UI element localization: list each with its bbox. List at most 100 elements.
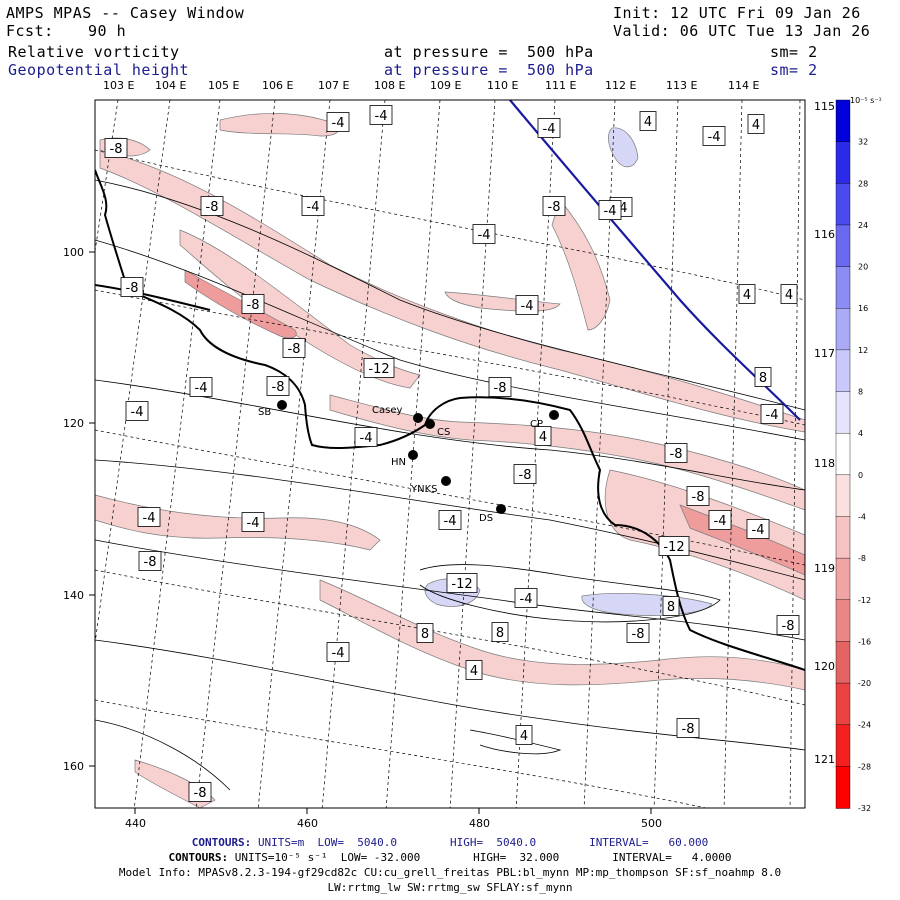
colorbar-swatch [835, 766, 851, 809]
contour-value-label: -4 [514, 588, 538, 608]
contour-value-label: -8 [266, 376, 290, 396]
svg-text:4: 4 [644, 115, 652, 130]
station-marker [413, 413, 423, 423]
svg-text:-8: -8 [670, 447, 683, 462]
colorbar-label: -20 [858, 679, 871, 688]
svg-text:8: 8 [759, 371, 767, 386]
contour-value-label: -4 [746, 519, 770, 539]
colorbar-label: -28 [858, 762, 871, 771]
svg-text:-4: -4 [143, 511, 156, 526]
station-label: CP [530, 419, 543, 430]
station-marker [549, 410, 559, 420]
vorticity-contour-values: UNITS=10⁻⁵ s⁻¹ LOW= -32.000 HIGH= 32.000… [234, 851, 732, 864]
svg-text:-8: -8 [494, 381, 507, 396]
contour-value-label: -4 [369, 105, 393, 125]
contour-value-label: 4 [738, 284, 756, 304]
svg-text:-8: -8 [126, 281, 139, 296]
svg-text:-4: -4 [360, 431, 373, 446]
contour-value-label: -8 [138, 551, 162, 571]
contour-value-label: 8 [416, 623, 434, 643]
contour-value-label: -4 [438, 510, 462, 530]
contour-value-label: -4 [125, 401, 149, 421]
lon-label: 103 E [103, 79, 134, 92]
field1-level: at pressure = 500 hPa [384, 43, 594, 61]
height-contour-label: CONTOURS: [191, 836, 252, 849]
contour-value-label: 4 [639, 111, 657, 131]
station-label: YNKS [410, 484, 438, 495]
svg-text:8: 8 [496, 626, 504, 641]
svg-text:-4: -4 [543, 122, 556, 137]
colorbar-label: -4 [858, 512, 866, 521]
contour-value-label: -4 [708, 510, 732, 530]
station-marker [425, 419, 435, 429]
contour-value-label: 4 [515, 725, 533, 745]
colorbar-swatch [835, 141, 851, 184]
colorbar-swatch [835, 557, 851, 601]
contour-value-label: -8 [200, 196, 224, 216]
svg-text:-4: -4 [332, 116, 345, 131]
y-tick-label: 100 [63, 246, 84, 259]
x-tick-label: 500 [641, 817, 662, 830]
field2-level: at pressure = 500 hPa [384, 61, 594, 79]
lon-label: 110 E [487, 79, 518, 92]
height-contour-info: CONTOURS: UNITS=m LOW= 5040.0 HIGH= 5040… [0, 836, 900, 849]
vorticity-contour-label: CONTOURS: [168, 851, 229, 864]
lon-label: 107 E [318, 79, 349, 92]
colorbar-label: 28 [858, 179, 868, 188]
lon-label: 106 E [262, 79, 293, 92]
coastline-inlet [95, 284, 211, 311]
contour-value-label: 4 [534, 426, 552, 446]
contour-value-label: -4 [515, 295, 539, 315]
svg-text:-8: -8 [288, 342, 301, 357]
contour-value-label: -8 [104, 138, 128, 158]
x-tick-label: 440 [125, 817, 146, 830]
contour-value-label: -4 [472, 224, 496, 244]
contour-value-label: -8 [676, 718, 700, 738]
station-label: CS [437, 427, 450, 438]
model-info-physics: LW:rrtmg_lw SW:rrtmg_sw SFLAY:sf_mynn [327, 881, 573, 894]
lon-label: 105 E [208, 79, 239, 92]
colorbar-label: 8 [858, 388, 863, 397]
contour-value-label: -4 [598, 200, 622, 220]
colorbar-label: 0 [858, 471, 863, 480]
svg-text:-4: -4 [520, 592, 533, 607]
svg-text:-4: -4 [195, 381, 208, 396]
svg-text:4: 4 [743, 288, 751, 303]
colorbar-label: -24 [858, 721, 871, 730]
contour-value-label: -12 [658, 536, 690, 556]
map-title: AMPS MPAS -- Casey Window [6, 4, 245, 22]
svg-text:-8: -8 [692, 490, 705, 505]
colorbar-swatch [835, 474, 851, 518]
svg-text:-4: -4 [444, 514, 457, 529]
contour-value-label: -8 [626, 623, 650, 643]
station-label: HN [391, 457, 406, 468]
station-label: SB [258, 407, 271, 418]
svg-text:4: 4 [539, 430, 547, 445]
contour-value-label: -8 [241, 294, 265, 314]
svg-text:-4: -4 [766, 408, 779, 423]
svg-text:4: 4 [752, 118, 760, 133]
vorticity-contours [95, 179, 805, 791]
svg-text:-4: -4 [604, 204, 617, 219]
contour-value-label: -4 [241, 512, 265, 532]
colorbar-label: 4 [858, 429, 863, 438]
contour-value-label: -8 [664, 443, 688, 463]
contour-label-layer: -8 -4 -4 4 -4 -4 4 -8 -8 -4 -4 -4 4 -4 -8 -8 4 8 -8 -12 -4 -8… [104, 105, 800, 802]
colorbar-swatch [835, 99, 851, 143]
svg-text:-4: -4 [752, 523, 765, 538]
svg-text:-4: -4 [708, 130, 721, 145]
contour-value-label: -4 [326, 112, 350, 132]
x-tick-label: 460 [297, 817, 318, 830]
svg-text:-8: -8 [194, 786, 207, 801]
svg-text:-8: -8 [144, 555, 157, 570]
contour-value-label: -8 [513, 464, 537, 484]
svg-text:8: 8 [667, 600, 675, 615]
model-info: Model Info: MPASv8.2.3-194-gf29cd82c CU:… [118, 866, 782, 879]
svg-text:4: 4 [785, 288, 793, 303]
colorbar-label: -16 [858, 637, 871, 646]
colorbar-swatch [835, 599, 851, 643]
field2-smoothing: sm= 2 [770, 61, 818, 79]
contour-value-label: -8 [488, 377, 512, 397]
station-marker [408, 450, 418, 460]
contour-value-label: -8 [120, 277, 144, 297]
